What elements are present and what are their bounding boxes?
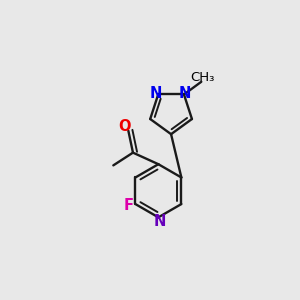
Text: F: F — [124, 198, 134, 213]
Text: O: O — [118, 119, 131, 134]
Text: N: N — [179, 86, 191, 101]
Text: N: N — [153, 214, 166, 229]
Text: CH₃: CH₃ — [190, 71, 214, 84]
Text: N: N — [149, 86, 162, 101]
